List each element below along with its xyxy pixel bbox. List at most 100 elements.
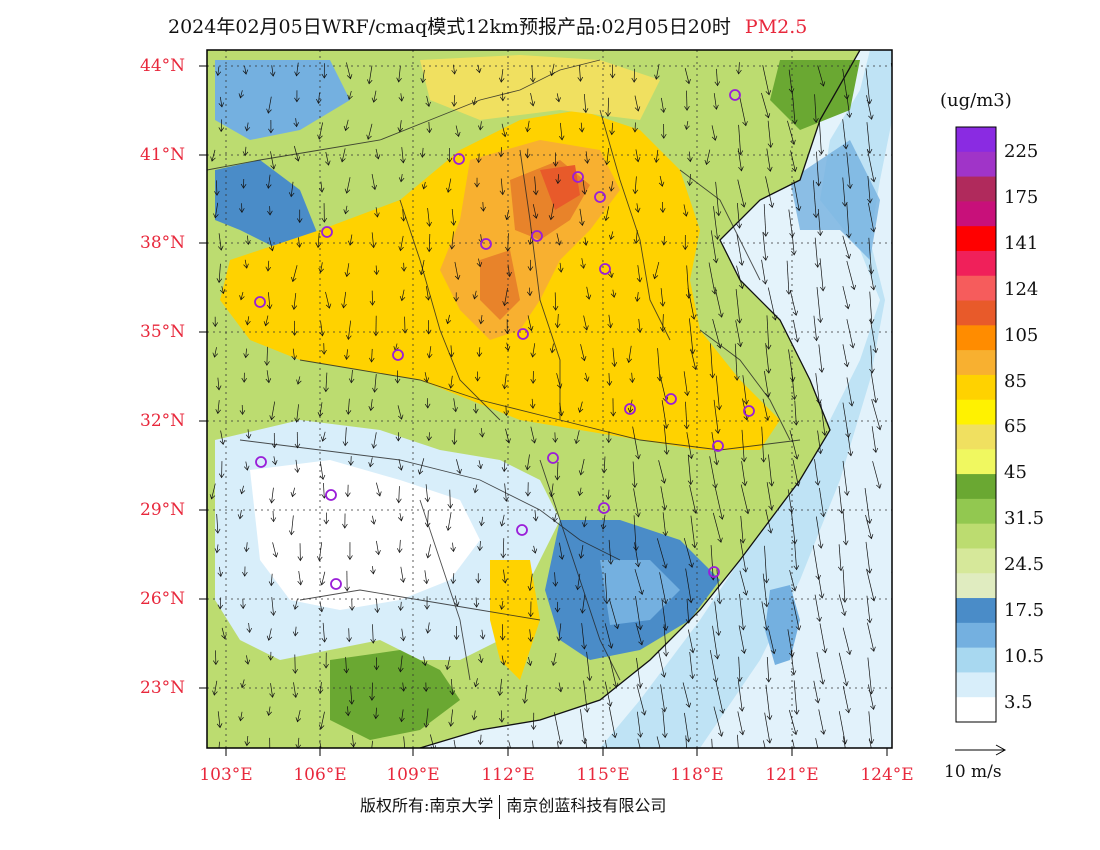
wind-vector	[506, 342, 509, 351]
wind-vector-head	[685, 702, 692, 708]
wind-vector	[634, 95, 639, 112]
wind-vector-head	[841, 739, 848, 745]
city-marker	[325, 489, 337, 501]
wind-vector	[790, 510, 796, 544]
wind-vector	[428, 432, 430, 441]
wind-vector-head	[713, 104, 719, 110]
wind-vector	[217, 66, 220, 76]
wind-vector-head	[712, 677, 719, 683]
wind-vector	[454, 261, 459, 280]
wind-vector	[368, 65, 373, 84]
wind-vector-head	[818, 367, 825, 373]
wind-vector	[763, 370, 769, 397]
wind-vector-head	[291, 276, 297, 283]
city-markers	[254, 89, 755, 590]
wind-vector-head	[893, 425, 898, 429]
wind-vector	[737, 734, 739, 748]
wind-vector	[214, 202, 219, 218]
wind-vector	[635, 596, 641, 630]
wind-vector-head	[532, 516, 539, 522]
wind-vector	[558, 623, 562, 641]
wind-vector-head	[398, 96, 405, 102]
wind-vector-head	[718, 514, 725, 520]
wind-vector-head	[791, 166, 798, 173]
wind-vector-head	[794, 337, 800, 343]
wind-vector-head	[734, 375, 740, 381]
colorbar-label: 45	[1004, 462, 1027, 483]
wind-vector-head	[320, 436, 327, 442]
wind-vector-head	[449, 244, 455, 250]
colorbar-swatch	[956, 498, 996, 525]
wind-vector-head	[525, 491, 531, 497]
wind-vector	[347, 320, 351, 340]
wind-vector	[447, 314, 450, 324]
wind-vector	[581, 594, 586, 614]
wind-vector-head	[504, 214, 511, 221]
wind-vector-head	[900, 372, 905, 376]
wind-vector-head	[398, 667, 404, 673]
wind-vector-head	[659, 327, 666, 332]
wind-vector	[868, 202, 875, 232]
wind-vector-head	[817, 449, 823, 455]
wind-vector	[736, 234, 743, 266]
wind-vector-head	[891, 506, 892, 507]
wind-vector	[815, 516, 822, 549]
wind-vector	[401, 147, 404, 163]
wind-vector	[817, 573, 823, 599]
wind-vector	[709, 456, 717, 489]
wind-vector	[452, 573, 455, 584]
wind-vector	[768, 454, 773, 486]
wind-vector-head	[321, 73, 328, 79]
wind-vector-head	[237, 514, 244, 520]
wind-vector-head	[370, 638, 376, 644]
wind-vector	[526, 120, 530, 132]
wind-vector-head	[792, 310, 799, 316]
wind-vector-head	[477, 740, 484, 746]
colorbar-label: 17.5	[1004, 600, 1045, 621]
wind-vector-head	[899, 682, 904, 686]
wind-vector-head	[898, 756, 903, 760]
wind-vector-head	[687, 157, 693, 163]
colorbar-swatch	[956, 275, 996, 302]
wind-vector-head	[292, 631, 299, 637]
wind-vector	[817, 430, 822, 454]
wind-vector-head	[265, 378, 272, 384]
wind-vector-head	[627, 407, 634, 413]
city-marker	[531, 230, 543, 242]
wind-vector	[658, 460, 665, 484]
wind-vector	[657, 348, 661, 381]
wind-vector	[737, 680, 743, 712]
wind-vector	[662, 314, 664, 332]
wind-vector-head	[557, 267, 564, 273]
wind-vector-head	[400, 636, 406, 642]
wind-vector-head	[688, 562, 694, 568]
wind-vector	[607, 97, 610, 117]
wind-vector-head	[266, 108, 272, 114]
wind-vector-head	[269, 415, 275, 421]
colorbar-swatch	[956, 325, 996, 351]
wind-vector-head	[366, 79, 373, 85]
wind-vector-head	[525, 127, 531, 133]
wind-vector	[838, 544, 842, 571]
wind-vector-head	[743, 399, 749, 405]
wind-vector	[629, 399, 633, 413]
wind-vector	[247, 235, 249, 245]
wind-vector	[504, 287, 508, 306]
wind-vector	[580, 709, 586, 744]
wind-vector	[714, 286, 723, 318]
wind-vector-head	[687, 480, 694, 486]
wind-vector	[734, 343, 738, 381]
wind-vector-head	[548, 215, 555, 221]
wind-vector-head	[342, 441, 349, 447]
wind-vector	[319, 461, 324, 480]
wind-vector	[500, 69, 504, 83]
wind-vector-head	[239, 410, 246, 416]
wind-vector-head	[742, 590, 749, 596]
lat-label-32: 32°N	[140, 411, 186, 431]
wind-vector	[761, 259, 766, 285]
wind-vector-head	[214, 528, 221, 534]
wind-vector-head	[451, 69, 457, 75]
wind-vector	[372, 565, 374, 574]
wind-vector-head	[479, 634, 486, 640]
wind-vector-head	[765, 368, 772, 374]
